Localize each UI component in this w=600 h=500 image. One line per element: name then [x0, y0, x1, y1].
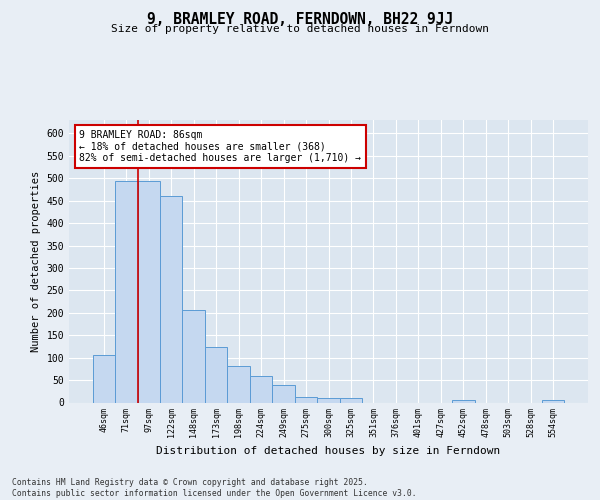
Bar [340, 398, 362, 402]
Y-axis label: Number of detached properties: Number of detached properties [31, 170, 41, 352]
Bar [92, 356, 115, 403]
Bar [205, 347, 227, 403]
Bar [250, 376, 272, 402]
Bar [182, 310, 205, 402]
Text: Contains HM Land Registry data © Crown copyright and database right 2025.
Contai: Contains HM Land Registry data © Crown c… [12, 478, 416, 498]
Bar [115, 182, 137, 402]
Bar [160, 196, 182, 402]
Bar [542, 400, 565, 402]
Text: Size of property relative to detached houses in Ferndown: Size of property relative to detached ho… [111, 24, 489, 34]
Bar [317, 398, 340, 402]
Text: 9, BRAMLEY ROAD, FERNDOWN, BH22 9JJ: 9, BRAMLEY ROAD, FERNDOWN, BH22 9JJ [147, 12, 453, 28]
Bar [295, 396, 317, 402]
Bar [227, 366, 250, 403]
Bar [137, 182, 160, 402]
Text: 9 BRAMLEY ROAD: 86sqm
← 18% of detached houses are smaller (368)
82% of semi-det: 9 BRAMLEY ROAD: 86sqm ← 18% of detached … [79, 130, 361, 163]
X-axis label: Distribution of detached houses by size in Ferndown: Distribution of detached houses by size … [157, 446, 500, 456]
Bar [272, 386, 295, 402]
Bar [452, 400, 475, 402]
